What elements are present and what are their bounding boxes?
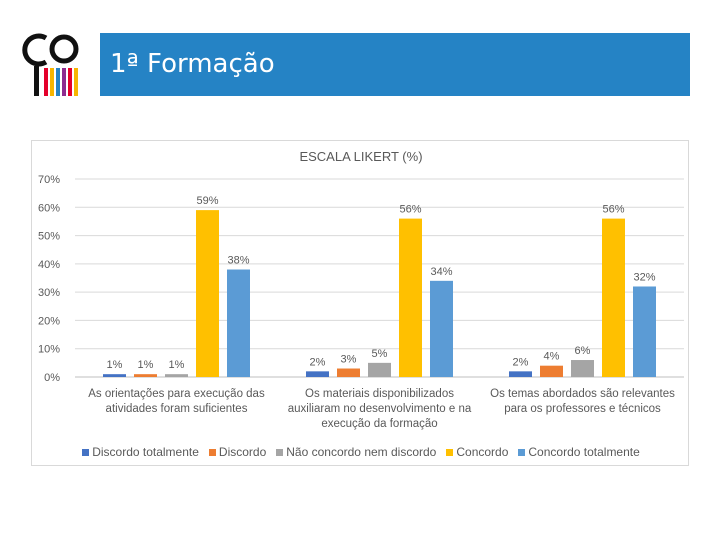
y-tick-label: 0% — [44, 372, 60, 384]
bar — [337, 368, 360, 377]
data-label: 1% — [107, 359, 123, 371]
bar — [430, 280, 453, 377]
legend-label: Discordo — [218, 445, 267, 459]
logo-stripe — [74, 68, 78, 96]
legend-label: Não concordo nem discordo — [286, 445, 437, 459]
logo-stripe — [56, 68, 60, 96]
likert-chart: ESCALA LIKERT (%) 0% 10% 20% 30% 40% 50% 60% 70%… — [38, 149, 684, 430]
legend-label: Concordo — [456, 445, 509, 459]
data-label: 4% — [544, 351, 560, 363]
y-tick-label: 50% — [38, 231, 60, 243]
category-label: para os professores e técnicos — [504, 403, 661, 415]
logo-icon — [22, 33, 79, 96]
bar — [368, 362, 391, 377]
bar — [134, 374, 157, 377]
data-label: 1% — [169, 359, 185, 371]
category-label: Os temas abordados são relevantes — [490, 388, 675, 400]
bar — [571, 360, 594, 377]
bar — [165, 374, 188, 377]
data-label: 6% — [575, 345, 591, 357]
y-tick-label: 60% — [38, 202, 60, 214]
y-tick-label: 70% — [38, 174, 60, 186]
bar — [602, 218, 625, 377]
legend-item: Concordo totalmente — [518, 445, 640, 459]
category-label: atividades foram suficientes — [106, 403, 248, 415]
chart-legend: Discordo totalmente Discordo Não concordo … — [32, 445, 690, 459]
category-label: Os materiais disponibilizados — [305, 388, 454, 400]
legend-item: Discordo — [208, 445, 267, 459]
chart-container: ESCALA LIKERT (%) 0% 10% 20% 30% 40% 50% 60% 70%… — [31, 140, 689, 466]
bar — [399, 218, 422, 377]
logo-o-shape — [49, 34, 79, 64]
data-label: 56% — [602, 204, 624, 216]
legend-swatch — [82, 448, 90, 456]
logo-c-shape — [22, 33, 48, 67]
data-label: 2% — [513, 356, 529, 368]
legend-item: Não concordo nem discordo — [276, 445, 436, 459]
data-label: 2% — [310, 356, 326, 368]
logo-stripe — [62, 68, 66, 96]
bar — [103, 374, 126, 377]
data-label: 59% — [196, 195, 218, 207]
logo-stripe — [50, 68, 54, 96]
data-label: 5% — [372, 348, 388, 360]
logo-stripe — [44, 68, 48, 96]
category-label: execução da formação — [321, 418, 437, 430]
legend-swatch — [446, 448, 454, 456]
chart-title: ESCALA LIKERT (%) — [299, 149, 422, 164]
y-tick-label: 10% — [38, 344, 60, 356]
page-title: 1ª Formação — [110, 49, 275, 79]
legend-swatch — [518, 448, 526, 456]
data-label: 38% — [227, 255, 249, 267]
legend-swatch — [208, 448, 216, 456]
legend-item: Concordo — [446, 445, 508, 459]
data-label: 34% — [430, 266, 452, 278]
bar — [540, 365, 563, 377]
logo-i-stem — [34, 66, 39, 96]
data-label: 1% — [138, 359, 154, 371]
legend-swatch — [276, 448, 284, 456]
bar — [306, 371, 329, 377]
legend-label: Discordo totalmente — [92, 445, 199, 459]
data-label: 3% — [341, 354, 357, 366]
bar — [227, 269, 250, 377]
category-label: auxiliaram no desenvolvimento e na — [288, 403, 472, 415]
title-bar: 1ª Formação — [100, 33, 690, 96]
y-tick-label: 40% — [38, 259, 60, 271]
legend-item: Discordo totalmente — [82, 445, 199, 459]
bar — [509, 371, 532, 377]
category-label: As orientações para execução das — [88, 388, 265, 400]
bar — [196, 210, 219, 377]
data-label: 32% — [633, 271, 655, 283]
logo-stripe — [68, 68, 72, 96]
legend-label: Concordo totalmente — [528, 445, 640, 459]
y-tick-label: 30% — [38, 287, 60, 299]
bar — [633, 286, 656, 377]
data-label: 56% — [399, 204, 421, 216]
logo — [20, 28, 92, 100]
y-tick-label: 20% — [38, 315, 60, 327]
